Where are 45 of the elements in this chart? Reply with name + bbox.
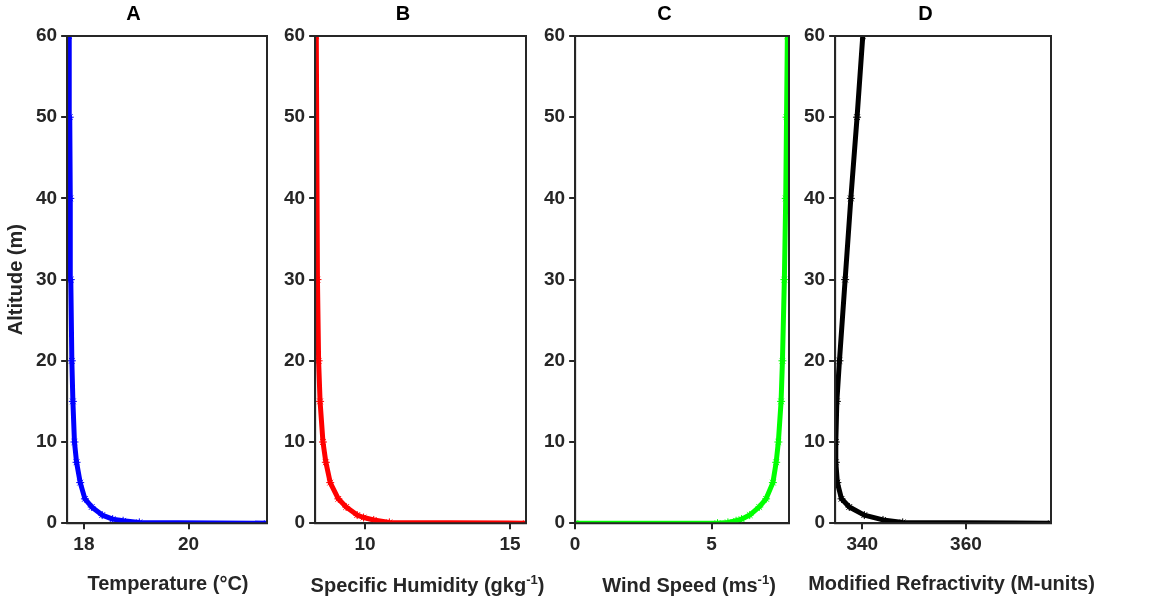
y-tick-label: 50 xyxy=(543,105,566,127)
y-tick-label: 30 xyxy=(283,267,306,289)
y-tick-label: 60 xyxy=(35,24,58,46)
chart-title: D xyxy=(918,1,933,24)
x-axis-title: Specific Humidity (gkg$^{-1}$) xyxy=(310,572,545,596)
y-tick-label: 0 xyxy=(814,511,826,533)
chart-title: B xyxy=(395,1,411,24)
y-tick-label: 40 xyxy=(35,186,58,208)
x-tick-label: 360 xyxy=(950,532,982,554)
y-tick-label: 0 xyxy=(554,511,566,533)
y-tick-label: 20 xyxy=(283,349,306,371)
x-axis-title: Temperature (°C) xyxy=(87,572,249,594)
y-tick-label: 50 xyxy=(803,105,826,127)
y-tick-label: 10 xyxy=(35,430,58,452)
y-tick-label: 60 xyxy=(543,24,566,46)
x-axis-title: Modified Refractivity (M-units) xyxy=(808,572,1095,594)
y-tick-label: 60 xyxy=(283,24,306,46)
x-tick-label: 15 xyxy=(499,532,522,554)
x-tick-label: 18 xyxy=(73,532,95,554)
x-axis-title: Wind Speed (ms$^{-1}$) xyxy=(602,572,776,596)
chart-title: C xyxy=(657,1,672,24)
y-tick-label: 50 xyxy=(35,105,58,127)
y-tick-label: 0 xyxy=(294,511,306,533)
y-tick-label: 30 xyxy=(35,267,58,289)
y-tick-label: 30 xyxy=(543,267,566,289)
y-tick-label: 40 xyxy=(543,186,566,208)
x-tick-label: 5 xyxy=(706,532,718,554)
y-tick-label: 20 xyxy=(35,349,58,371)
y-tick-label: 40 xyxy=(283,186,306,208)
y-tick-label: 20 xyxy=(803,349,826,371)
x-tick-label: 0 xyxy=(569,532,581,554)
y-axis-title: Altitude (m) xyxy=(3,224,26,336)
chart-title: A xyxy=(126,1,141,24)
x-tick-label: 20 xyxy=(177,532,200,554)
y-tick-label: 60 xyxy=(803,24,826,46)
y-tick-label: 50 xyxy=(283,105,306,127)
y-tick-label: 30 xyxy=(803,267,826,289)
y-tick-label: 0 xyxy=(46,511,58,533)
y-tick-label: 10 xyxy=(283,430,306,452)
y-tick-label: 10 xyxy=(803,430,826,452)
y-tick-label: 20 xyxy=(543,349,566,371)
y-tick-label: 40 xyxy=(803,186,826,208)
x-tick-label: 10 xyxy=(354,532,376,554)
x-tick-label: 340 xyxy=(846,532,879,554)
y-tick-label: 10 xyxy=(543,430,566,452)
